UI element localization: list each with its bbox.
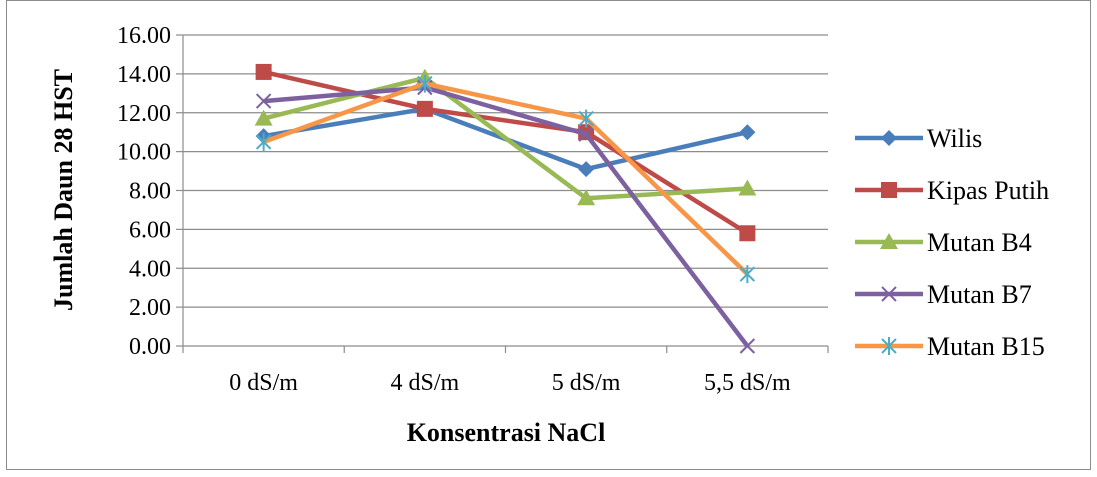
data-point (578, 126, 594, 142)
x-axis-title: Konsentrasi NaCl (407, 418, 606, 447)
series-mutan-b7 (255, 79, 756, 354)
x-tick-label: 0 dS/m (229, 370, 298, 396)
x-tick-label: 5 dS/m (552, 370, 621, 396)
data-point (577, 189, 596, 206)
series-mutan-b15 (255, 74, 756, 284)
y-tick-label: 6.00 (129, 217, 171, 243)
legend-marker (881, 337, 897, 355)
y-tick-label: 14.00 (117, 62, 171, 88)
x-tick-label: 4 dS/m (391, 370, 460, 396)
legend-entry: Mutan B7 (855, 280, 1032, 309)
y-tick-labels: 0.00 2.00 4.00 6.00 8.00 10.00 12.00 14.00 16.00 (117, 23, 171, 360)
x-tick-labels: 0 dS/m 4 dS/m 5 dS/m 5,5 dS/m (229, 370, 791, 396)
legend-marker (881, 286, 897, 302)
legend-marker (881, 130, 897, 146)
y-tick-label: 16.00 (117, 23, 171, 49)
data-point (739, 225, 756, 242)
data-point (739, 124, 756, 141)
data-point (254, 109, 273, 126)
data-point (738, 179, 757, 196)
data-point (578, 161, 595, 178)
data-point (255, 63, 272, 80)
legend-marker (880, 233, 898, 249)
legend: Wilis Kipas Putih Mutan B4 Mutan B7 Mutan B1… (855, 124, 1049, 361)
y-tick-label: 12.00 (117, 101, 171, 127)
axes (176, 34, 829, 353)
y-tick-label: 2.00 (129, 295, 171, 321)
y-axis-title: Jumlah Daun 28 HST (49, 69, 78, 311)
data-point (255, 93, 272, 109)
data-point (417, 74, 433, 93)
y-tick-label: 8.00 (129, 179, 171, 205)
legend-label: Mutan B7 (927, 280, 1032, 309)
series-kipas-putih (255, 63, 756, 242)
y-tick-label: 10.00 (117, 140, 171, 166)
x-tick-label: 5,5 dS/m (704, 370, 791, 396)
data-point (578, 109, 594, 128)
y-tick-label: 4.00 (129, 256, 171, 282)
legend-entry: Wilis (855, 124, 982, 153)
legend-label: Wilis (927, 124, 982, 153)
legend-label: Kipas Putih (927, 176, 1049, 205)
legend-entry: Mutan B4 (855, 228, 1032, 257)
data-point (739, 265, 756, 284)
legend-entry: Mutan B15 (855, 332, 1045, 361)
data-point (255, 132, 272, 151)
series-line (263, 85, 750, 348)
legend-label: Mutan B4 (927, 228, 1032, 257)
series-group (254, 63, 757, 354)
chart-frame (6, 0, 1091, 470)
legend-label: Mutan B15 (927, 332, 1045, 361)
data-point (416, 100, 433, 117)
y-tick-label: 0.00 (129, 334, 171, 360)
data-point (739, 338, 756, 354)
series-line (263, 69, 749, 236)
series-line (262, 81, 749, 276)
legend-marker (881, 182, 897, 198)
legend-entry: Kipas Putih (855, 176, 1049, 205)
